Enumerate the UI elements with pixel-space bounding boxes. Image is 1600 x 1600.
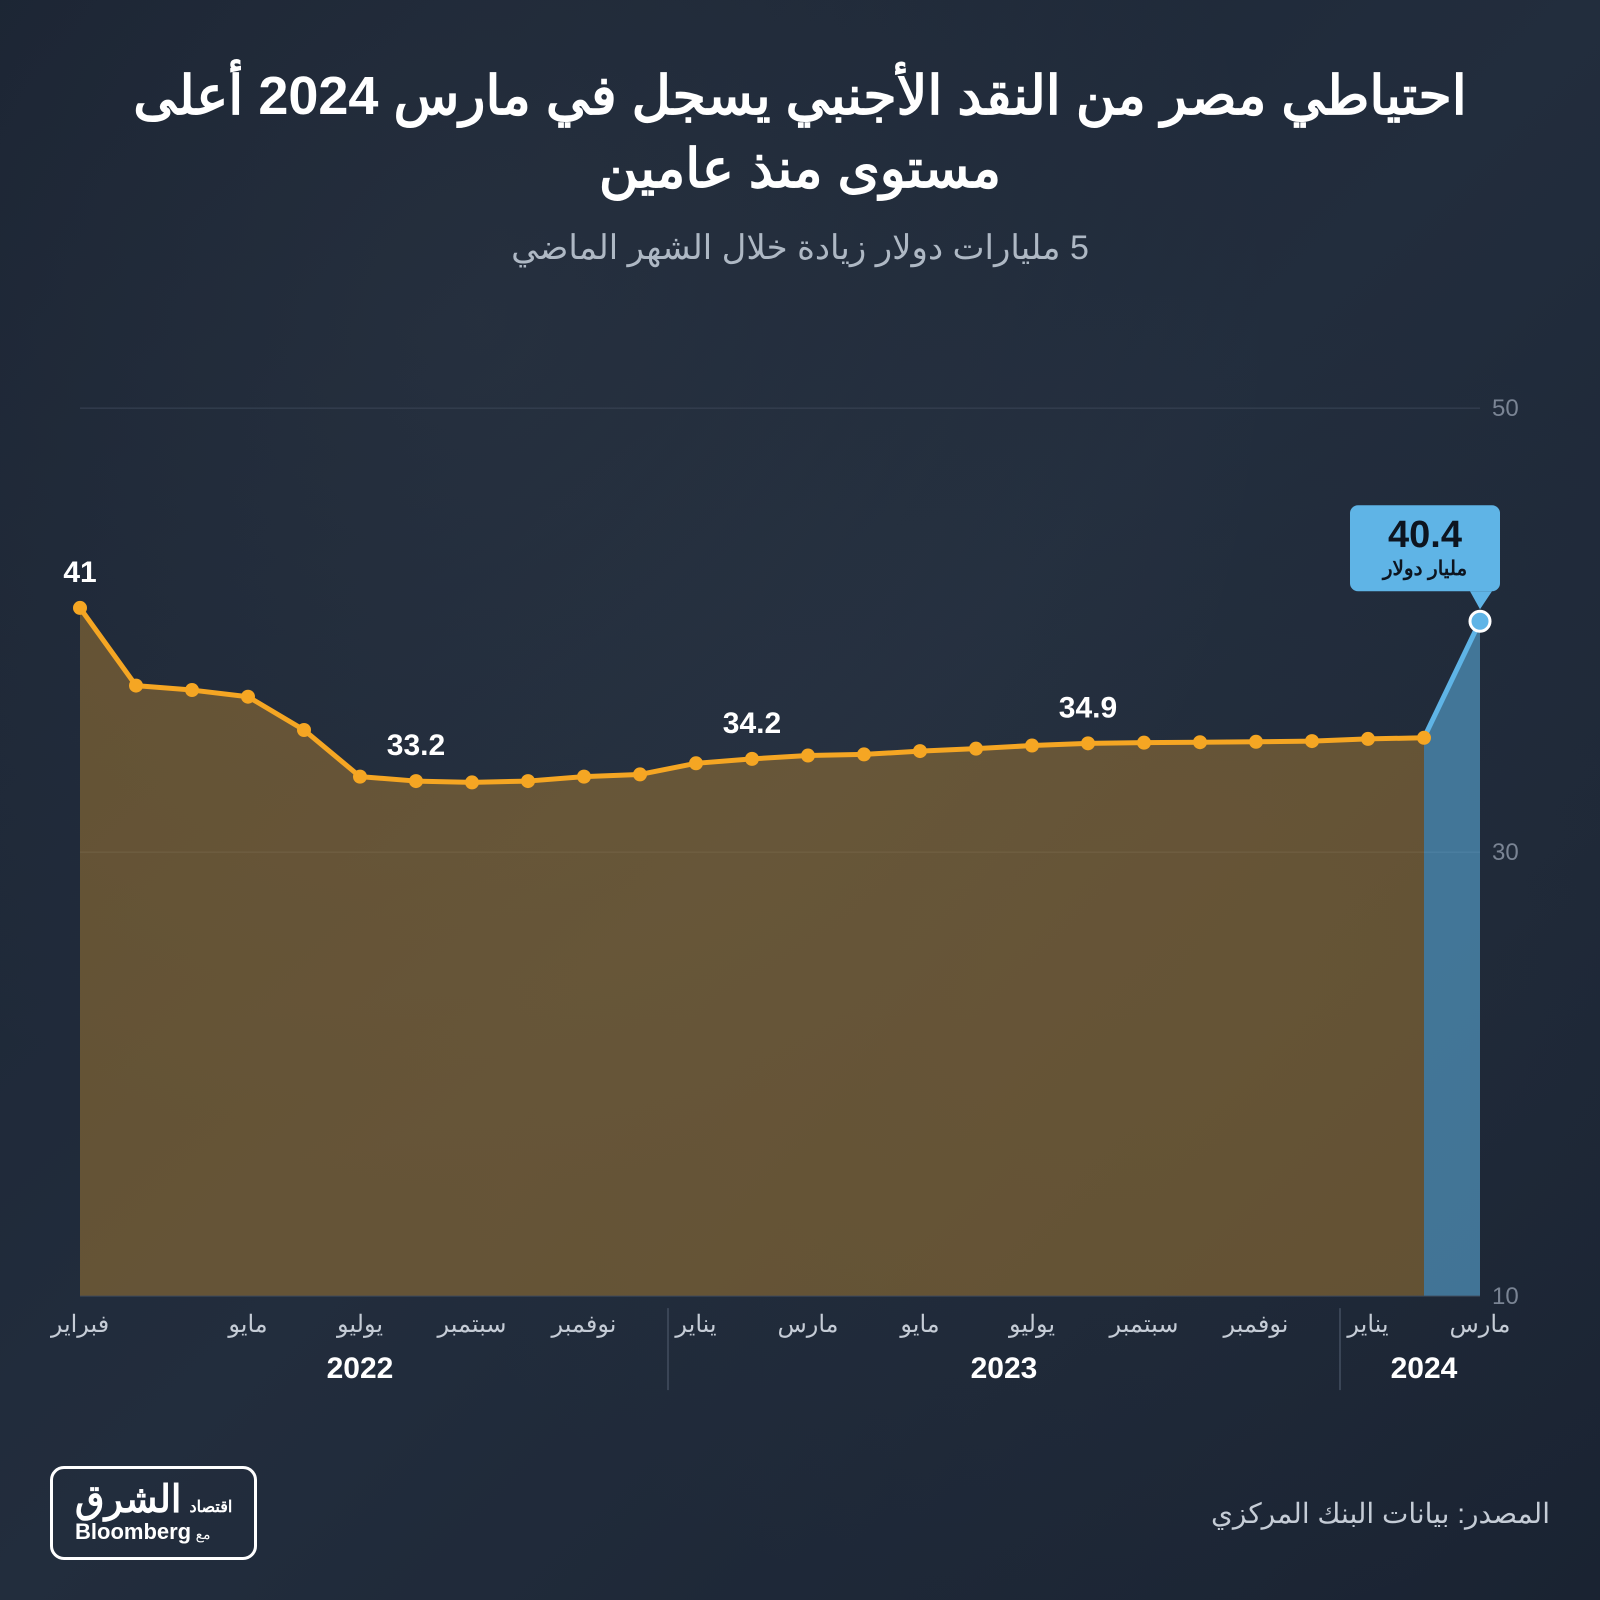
- svg-text:سبتمبر: سبتمبر: [437, 1311, 507, 1338]
- svg-text:مايو: مايو: [227, 1311, 267, 1338]
- svg-text:مليار دولار: مليار دولار: [1381, 558, 1467, 581]
- chart-title: احتياطي مصر من النقد الأجنبي يسجل في مار…: [50, 60, 1550, 206]
- chart-subtitle: 5 مليارات دولار زيادة خلال الشهر الماضي: [50, 228, 1550, 268]
- chart-area: 10 30 50 41 33.2 34.2 34.9 40.4مليار دولار فبراي…: [50, 308, 1550, 1436]
- svg-text:2024: 2024: [1391, 1352, 1458, 1385]
- svg-text:يوليو: يوليو: [336, 1311, 383, 1338]
- svg-text:فبراير: فبراير: [50, 1311, 109, 1338]
- svg-text:يناير: يناير: [1346, 1311, 1388, 1338]
- logo-with: مع: [196, 1526, 211, 1542]
- svg-text:50: 50: [1492, 395, 1519, 422]
- svg-text:2023: 2023: [971, 1352, 1038, 1385]
- svg-text:سبتمبر: سبتمبر: [1109, 1311, 1179, 1338]
- logo-partner: Bloomberg: [75, 1519, 191, 1544]
- svg-text:2022: 2022: [327, 1352, 394, 1385]
- logo-sub: اقتصاد: [190, 1497, 233, 1517]
- logo-main: الشرق: [75, 1481, 182, 1519]
- svg-text:يناير: يناير: [674, 1311, 716, 1338]
- svg-text:يوليو: يوليو: [1008, 1311, 1055, 1338]
- svg-text:10: 10: [1492, 1283, 1519, 1310]
- svg-text:34.9: 34.9: [1059, 691, 1117, 724]
- svg-text:40.4: 40.4: [1388, 514, 1462, 556]
- svg-text:نوفمبر: نوفمبر: [551, 1311, 617, 1338]
- svg-text:30: 30: [1492, 839, 1519, 866]
- brand-logo: الشرق اقتصاد Bloomberg مع: [50, 1466, 257, 1560]
- svg-text:مارس: مارس: [777, 1311, 838, 1338]
- svg-text:34.2: 34.2: [723, 707, 781, 740]
- svg-text:نوفمبر: نوفمبر: [1223, 1311, 1289, 1338]
- svg-text:41: 41: [63, 556, 96, 589]
- chart-svg: 10 30 50 41 33.2 34.2 34.9 40.4مليار دولار فبراي…: [50, 308, 1550, 1436]
- svg-text:مارس: مارس: [1449, 1311, 1510, 1338]
- svg-text:33.2: 33.2: [387, 729, 445, 762]
- svg-text:مايو: مايو: [899, 1311, 939, 1338]
- source-text: المصدر: بيانات البنك المركزي: [1211, 1497, 1550, 1530]
